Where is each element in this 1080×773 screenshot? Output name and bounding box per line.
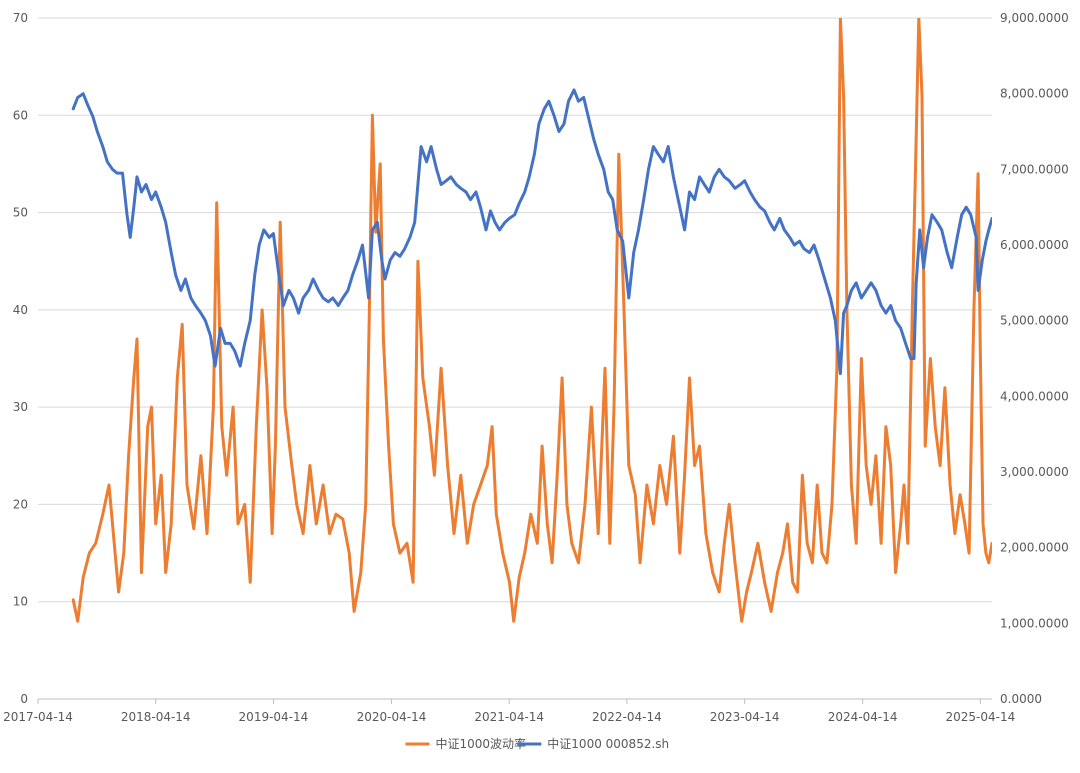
x-tick-label: 2024-04-14 bbox=[828, 710, 898, 724]
y-left-tick-label: 30 bbox=[13, 400, 28, 414]
series-line-volatility bbox=[71, 18, 992, 623]
y-left-tick-label: 10 bbox=[13, 595, 28, 609]
series-line-index bbox=[71, 88, 992, 376]
y-left-tick-label: 0 bbox=[20, 692, 28, 706]
y-right-tick-label: 8,000.0000 bbox=[1000, 87, 1069, 101]
y-right-tick-label: 0.0000 bbox=[1000, 692, 1042, 706]
x-tick-label: 2020-04-14 bbox=[357, 710, 427, 724]
y-left-tick-label: 60 bbox=[13, 108, 28, 122]
gridlines bbox=[38, 17, 992, 603]
y-right-tick-label: 1,000.0000 bbox=[1000, 616, 1069, 630]
y-right-tick-label: 7,000.0000 bbox=[1000, 162, 1069, 176]
series-lines bbox=[71, 18, 992, 623]
y-right-tick-label: 9,000.0000 bbox=[1000, 11, 1069, 25]
y-right-tick-label: 3,000.0000 bbox=[1000, 465, 1069, 479]
legend-label: 中证1000 000852.sh bbox=[547, 736, 669, 751]
legend: 中证1000波动率 中证1000 000852.sh bbox=[405, 736, 669, 751]
x-tick-label: 2017-04-14 bbox=[3, 710, 73, 724]
y-right-tick-label: 4,000.0000 bbox=[1000, 389, 1069, 403]
legend-label: 中证1000波动率 bbox=[436, 736, 527, 751]
x-tick-label: 2023-04-14 bbox=[710, 710, 780, 724]
y-left-tick-label: 40 bbox=[13, 303, 28, 317]
y-right-tick-label: 5,000.0000 bbox=[1000, 314, 1069, 328]
x-tick-label: 2025-04-14 bbox=[946, 710, 1016, 724]
x-tick-label: 2021-04-14 bbox=[474, 710, 544, 724]
x-tick-label: 2018-04-14 bbox=[121, 710, 191, 724]
y-left-tick-label: 20 bbox=[13, 497, 28, 511]
y-right-tick-label: 2,000.0000 bbox=[1000, 541, 1069, 555]
axes: 0 10 20 30 40 50 60 70 0.0000 1,000.0000 2,000.000… bbox=[3, 11, 1069, 724]
x-tick-label: 2019-04-14 bbox=[239, 710, 309, 724]
x-tick-label: 2022-04-14 bbox=[592, 710, 662, 724]
y-left-tick-label: 70 bbox=[13, 11, 28, 25]
y-right-tick-label: 6,000.0000 bbox=[1000, 238, 1069, 252]
y-left-tick-label: 50 bbox=[13, 206, 28, 220]
